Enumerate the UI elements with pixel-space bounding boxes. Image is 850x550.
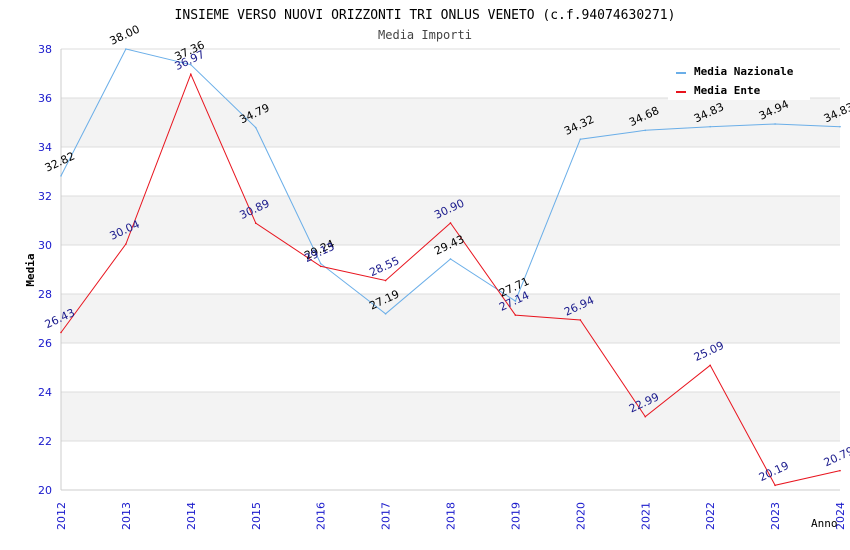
y-axis-title: Media [24, 253, 37, 286]
x-tick-label: 2016 [315, 502, 328, 530]
data-point [190, 63, 192, 66]
legend-background [668, 60, 810, 100]
data-point [709, 125, 711, 128]
legend-label-media-nazionale: Media Nazionale [694, 65, 794, 78]
data-point [384, 279, 387, 282]
y-tick-labels: 20 22 24 26 28 30 32 34 36 38 [38, 43, 52, 497]
chart-title: INSIEME VERSO NUOVI ORIZZONTI TRI ONLUS … [175, 8, 676, 23]
data-point [254, 222, 257, 224]
data-point [774, 123, 776, 125]
data-point [125, 48, 127, 50]
x-tick-label: 2024 [834, 502, 847, 530]
y-tick-label: 36 [38, 92, 52, 105]
y-tick-label: 28 [38, 288, 52, 301]
y-tick-label: 26 [38, 337, 52, 350]
data-point [839, 469, 841, 472]
data-point [774, 484, 776, 487]
data-point [384, 313, 387, 315]
y-tick-label: 32 [38, 190, 52, 203]
x-tick-label: 2017 [380, 502, 393, 530]
data-label: 28.55 [367, 254, 401, 279]
legend: Media Nazionale Media Ente [668, 60, 810, 100]
y-tick-label: 30 [38, 239, 52, 252]
data-label: 20.19 [757, 459, 791, 484]
data-point [579, 138, 582, 140]
x-tick-label: 2012 [55, 502, 68, 530]
data-point [449, 258, 452, 260]
data-point [644, 129, 647, 132]
y-tick-label: 20 [38, 484, 52, 497]
series-lines [60, 48, 841, 487]
data-point [319, 262, 322, 265]
data-point [579, 319, 582, 321]
grid-bands [61, 98, 840, 441]
data-point [60, 331, 62, 334]
grid-band [61, 196, 840, 245]
data-label: 38.00 [108, 23, 142, 48]
data-point [125, 243, 127, 245]
data-point [319, 265, 322, 268]
y-tick-label: 34 [38, 141, 52, 154]
data-point [190, 73, 192, 76]
x-tick-label: 2018 [445, 502, 458, 530]
x-tick-label: 2021 [639, 502, 652, 530]
data-point [839, 125, 841, 128]
y-tick-label: 22 [38, 435, 52, 448]
x-tick-label: 2014 [185, 502, 198, 530]
data-point [449, 222, 452, 224]
data-point [514, 300, 517, 302]
grid-band [61, 392, 840, 441]
x-tick-label: 2023 [769, 502, 782, 530]
data-point [514, 314, 517, 316]
x-tick-label: 2015 [250, 502, 263, 530]
x-tick-label: 2019 [509, 502, 522, 530]
data-point [254, 126, 257, 129]
data-point [644, 415, 647, 418]
x-axis-title: Anno [811, 517, 838, 530]
x-tick-label: 2022 [704, 502, 717, 530]
legend-label-media-ente: Media Ente [694, 84, 761, 97]
x-tick-label: 2020 [574, 502, 587, 530]
y-tick-label: 38 [38, 43, 52, 56]
x-tick-labels: 2012 2013 2014 2015 2016 2017 2018 2019 2020 2021… [55, 502, 847, 530]
data-point [60, 175, 62, 177]
x-tick-label: 2013 [120, 502, 133, 530]
grid-band [61, 294, 840, 343]
data-point [709, 364, 711, 367]
data-label: 20.79 [822, 444, 850, 469]
grid-band [61, 98, 840, 147]
y-tick-label: 24 [38, 386, 52, 399]
chart-subtitle: Media Importi [378, 28, 472, 42]
